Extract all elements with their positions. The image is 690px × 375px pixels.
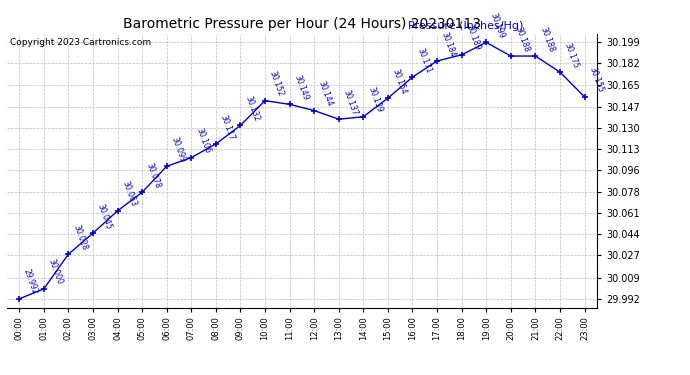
Text: 30.154: 30.154 xyxy=(391,67,408,95)
Text: Copyright 2023 Cartronics.com: Copyright 2023 Cartronics.com xyxy=(10,38,151,47)
Text: 30.045: 30.045 xyxy=(96,202,113,230)
Text: 30.188: 30.188 xyxy=(513,26,531,53)
Text: 30.117: 30.117 xyxy=(219,113,236,141)
Text: 29.992: 29.992 xyxy=(22,268,39,296)
Text: 30.139: 30.139 xyxy=(366,86,384,114)
Text: 30.149: 30.149 xyxy=(293,74,310,102)
Text: 30.078: 30.078 xyxy=(145,161,162,189)
Text: 30.000: 30.000 xyxy=(46,258,64,286)
Text: 30.188: 30.188 xyxy=(538,26,555,53)
Title: Barometric Pressure per Hour (24 Hours) 20230113: Barometric Pressure per Hour (24 Hours) … xyxy=(123,17,481,31)
Text: 30.184: 30.184 xyxy=(440,30,457,58)
Text: 30.063: 30.063 xyxy=(120,180,138,208)
Text: 30.189: 30.189 xyxy=(464,24,482,52)
Text: 30.106: 30.106 xyxy=(194,127,212,155)
Text: 30.137: 30.137 xyxy=(342,88,359,117)
Text: 30.199: 30.199 xyxy=(489,12,506,40)
Text: 30.028: 30.028 xyxy=(71,224,88,252)
Text: 30.152: 30.152 xyxy=(268,70,285,98)
Text: 30.175: 30.175 xyxy=(563,41,580,69)
Text: 30.132: 30.132 xyxy=(243,94,261,123)
Text: Pressure (Inches/Hg): Pressure (Inches/Hg) xyxy=(408,21,524,31)
Text: 30.144: 30.144 xyxy=(317,80,335,108)
Text: 30.155: 30.155 xyxy=(587,66,605,94)
Text: 30.171: 30.171 xyxy=(415,46,433,74)
Text: 30.099: 30.099 xyxy=(170,135,187,164)
